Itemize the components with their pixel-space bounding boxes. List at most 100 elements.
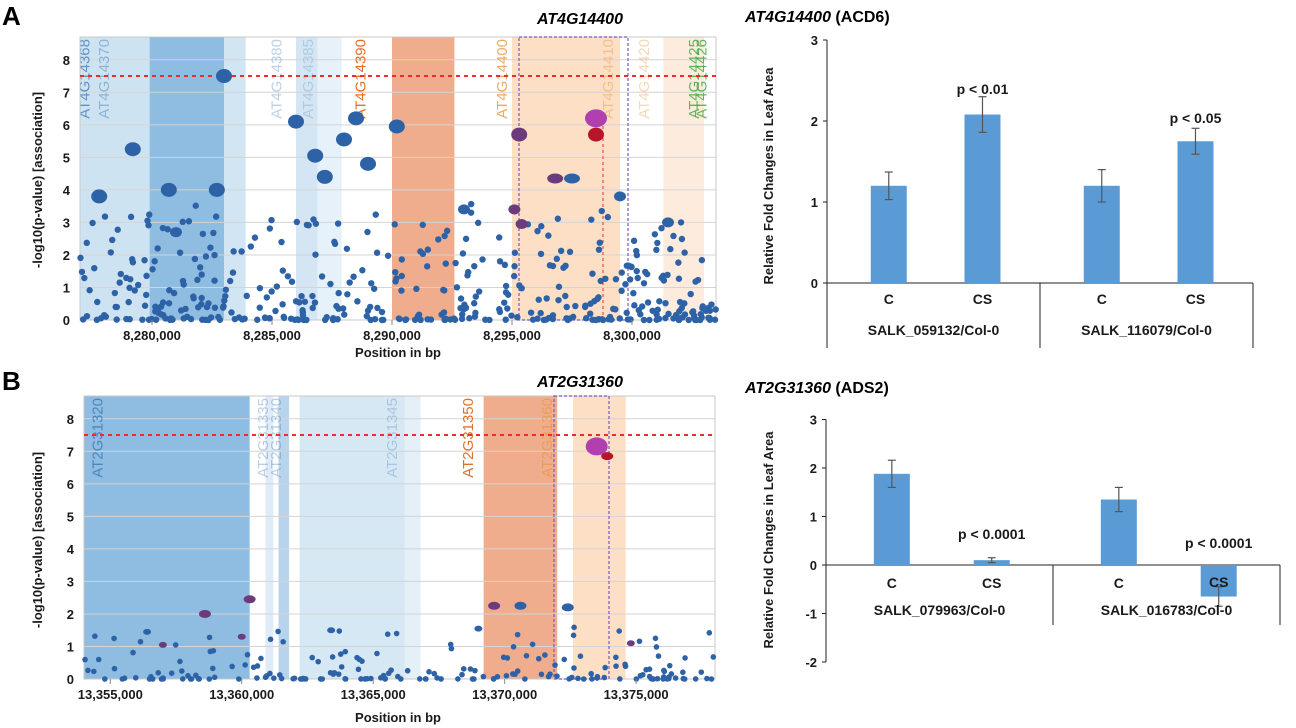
snp-point	[571, 665, 577, 671]
snp-point	[472, 667, 478, 674]
y-tick-label: 6	[67, 477, 74, 492]
snp-point	[83, 239, 90, 247]
y-tick-label: 4	[67, 542, 75, 557]
snp-point	[653, 246, 660, 254]
bar-y-tick-label: -1	[805, 607, 817, 622]
snp-point	[149, 266, 156, 273]
snp-point	[339, 305, 347, 312]
snp-point	[235, 676, 242, 682]
snp-point	[591, 297, 598, 305]
snp-point	[374, 650, 380, 657]
snp-point	[589, 316, 596, 323]
snp-point	[378, 308, 386, 316]
snp-point	[317, 676, 324, 682]
snp-point	[263, 673, 270, 679]
snp-point	[388, 119, 405, 134]
snp-point	[207, 244, 214, 251]
snp-point	[266, 315, 273, 322]
snp-point	[529, 641, 536, 648]
snp-point	[475, 288, 483, 295]
snp-point	[504, 291, 512, 298]
snp-point	[575, 675, 581, 682]
snp-point	[459, 671, 465, 678]
y-axis-title-a: -log10(p-value) [association]	[30, 92, 45, 268]
snp-point	[662, 217, 674, 228]
snp-point	[626, 640, 635, 647]
x-axis-title-b: Position in bp	[355, 710, 441, 725]
snp-point	[309, 654, 316, 661]
snp-point	[500, 654, 507, 661]
snp-point	[398, 272, 405, 280]
snp-point	[284, 273, 292, 280]
snp-point	[359, 267, 366, 274]
snp-point	[588, 216, 595, 223]
gene-region	[392, 37, 455, 320]
snp-point	[547, 173, 564, 184]
snp-point	[92, 633, 98, 640]
snp-point	[423, 676, 429, 682]
gene-label: AT2G31350	[460, 398, 477, 478]
gridlines-b	[84, 418, 715, 647]
gene-regions-b	[84, 396, 626, 679]
snp-point	[180, 281, 187, 288]
snp-point	[699, 303, 706, 310]
snp-point	[130, 649, 136, 656]
gene-region	[80, 37, 150, 320]
snp-point	[316, 169, 333, 184]
snp-point	[564, 173, 580, 184]
snp-point	[359, 658, 365, 664]
snp-point	[146, 676, 153, 682]
snp-point	[164, 226, 171, 233]
snp-point	[398, 287, 405, 294]
snp-point	[511, 263, 518, 270]
snp-point	[459, 250, 467, 257]
x-ticks-a: 8,280,000 8,285,000 8,290,000 8,295,000 8,30…	[123, 320, 661, 343]
lead-snp-point	[585, 109, 607, 128]
snp-point	[419, 221, 426, 229]
snp-point	[215, 313, 222, 321]
snp-point	[640, 316, 648, 324]
snp-point	[191, 255, 199, 263]
snp-point	[222, 286, 230, 293]
category-label: CS	[982, 575, 1001, 591]
snp-point	[616, 315, 623, 322]
snp-point	[511, 127, 528, 142]
snp-point	[601, 674, 608, 681]
snp-point	[712, 306, 719, 313]
snp-point	[668, 671, 675, 677]
snp-point	[139, 316, 146, 323]
snp-point	[654, 239, 661, 247]
snp-point	[514, 314, 521, 321]
snp-point	[395, 315, 403, 322]
snp-point	[131, 287, 138, 294]
snp-point	[552, 662, 558, 668]
snp-point	[162, 315, 169, 322]
snp-point	[211, 674, 218, 681]
gene-region	[663, 37, 704, 320]
y-tick-label: 3	[63, 215, 70, 230]
snp-point	[210, 229, 217, 237]
snp-point	[496, 258, 504, 265]
snp-point	[595, 246, 603, 253]
y-tick-label: 1	[67, 639, 74, 654]
snp-point	[165, 300, 173, 307]
snp-point	[238, 248, 245, 255]
snp-point	[309, 304, 316, 312]
snp-point	[601, 452, 614, 461]
snp-point	[206, 676, 213, 682]
snp-point	[154, 245, 161, 252]
snp-point	[538, 671, 545, 678]
snp-point	[146, 211, 153, 218]
snp-point	[661, 668, 668, 675]
snp-point	[126, 284, 133, 292]
snp-point	[342, 676, 349, 682]
snp-point	[343, 245, 351, 252]
group-label: SALK_116079/Col-0	[1081, 322, 1212, 338]
snp-point	[371, 315, 379, 323]
snp-point	[114, 226, 121, 233]
snp-point	[441, 287, 448, 294]
snp-point	[250, 664, 257, 671]
snp-point	[373, 249, 381, 256]
snp-point	[417, 248, 424, 255]
snp-point	[469, 676, 476, 682]
